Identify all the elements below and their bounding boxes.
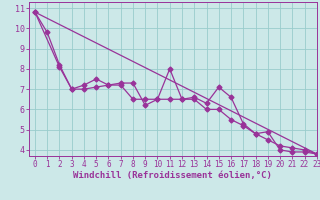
X-axis label: Windchill (Refroidissement éolien,°C): Windchill (Refroidissement éolien,°C) <box>73 171 272 180</box>
